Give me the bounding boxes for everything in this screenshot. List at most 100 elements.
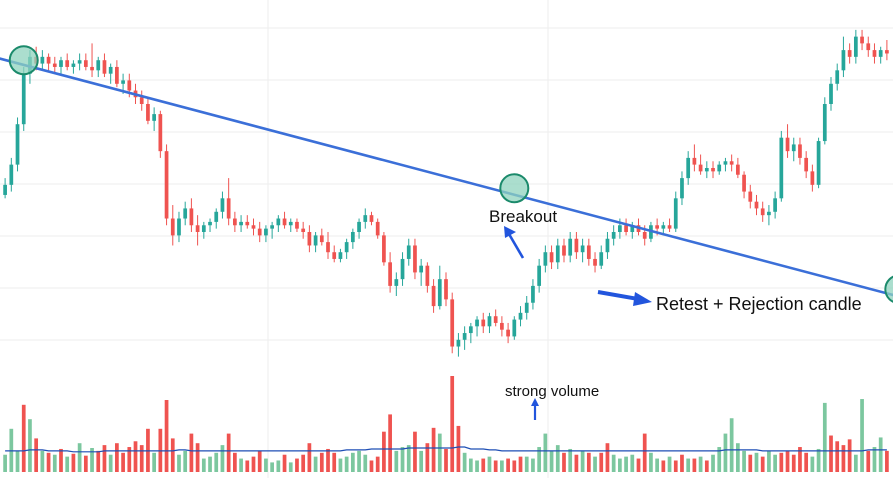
volume-bar bbox=[537, 447, 542, 472]
volume-bars bbox=[3, 376, 889, 472]
volume-bar bbox=[406, 445, 411, 472]
candle-body bbox=[425, 265, 430, 286]
candle-body bbox=[630, 225, 635, 232]
candle-body bbox=[468, 326, 473, 334]
candle-body bbox=[3, 184, 7, 195]
volume-bar bbox=[102, 445, 107, 472]
candle-body bbox=[866, 43, 871, 51]
touch-point-circle bbox=[8, 45, 39, 76]
volume-bar bbox=[425, 443, 430, 472]
candle-body bbox=[121, 80, 125, 84]
candle-body bbox=[692, 157, 697, 165]
candle-body bbox=[431, 285, 436, 307]
candle-body bbox=[593, 258, 597, 266]
retest-label: Retest + Rejection candle bbox=[656, 294, 862, 314]
volume-bar bbox=[760, 456, 765, 472]
volume-bar bbox=[773, 454, 777, 472]
volume-bar bbox=[226, 433, 231, 472]
volume-bar bbox=[562, 452, 566, 472]
candle-body bbox=[201, 225, 206, 232]
volume-bar bbox=[611, 454, 616, 472]
candle-body bbox=[363, 215, 368, 222]
candle-body bbox=[450, 299, 455, 347]
volume-arrow-head bbox=[531, 398, 539, 406]
candle-body bbox=[382, 235, 386, 263]
price-candles bbox=[3, 29, 889, 357]
candle-body bbox=[83, 60, 88, 67]
candle-body bbox=[9, 164, 14, 185]
volume-bar bbox=[264, 458, 268, 472]
candle-body bbox=[618, 225, 622, 232]
candle-body bbox=[686, 157, 691, 179]
volume-bar bbox=[245, 460, 250, 472]
candle-body bbox=[878, 50, 883, 57]
candle-body bbox=[146, 104, 150, 121]
candle-body bbox=[214, 211, 219, 222]
candle-body bbox=[667, 225, 672, 229]
candle-body bbox=[344, 242, 349, 253]
candle-body bbox=[164, 151, 169, 219]
candle-body bbox=[704, 168, 709, 172]
candle-body bbox=[288, 221, 293, 226]
candle-body bbox=[96, 60, 101, 71]
volume-bar bbox=[288, 462, 293, 472]
candle-body bbox=[319, 235, 324, 243]
candle-body bbox=[208, 221, 212, 226]
volume-bar bbox=[586, 452, 591, 472]
candle-body bbox=[822, 104, 827, 142]
volume-bar bbox=[90, 448, 94, 472]
candle-body bbox=[847, 50, 852, 57]
candle-body bbox=[524, 302, 529, 313]
volume-bar bbox=[500, 460, 504, 472]
candle-body bbox=[413, 245, 417, 273]
candle-body bbox=[723, 161, 728, 165]
volume-bar bbox=[810, 456, 815, 472]
volume-bar bbox=[183, 450, 188, 472]
candle-body bbox=[698, 164, 703, 172]
candle-body bbox=[729, 161, 734, 165]
volume-bar bbox=[301, 454, 306, 472]
candle-body bbox=[239, 221, 243, 226]
candle-body bbox=[127, 80, 132, 91]
volume-bar bbox=[431, 427, 436, 472]
volume-bar bbox=[121, 452, 125, 472]
volume-bar bbox=[15, 450, 20, 472]
candle-body bbox=[791, 144, 796, 152]
volume-bar bbox=[618, 458, 622, 472]
candle-body bbox=[853, 36, 858, 57]
volume-bar bbox=[419, 450, 424, 472]
candle-body bbox=[475, 319, 479, 327]
retest-arrow-head bbox=[633, 292, 652, 306]
candle-body bbox=[437, 279, 442, 307]
volume-bar bbox=[767, 450, 771, 472]
volume-bar bbox=[686, 458, 691, 472]
volume-bar bbox=[574, 454, 579, 472]
volume-bar bbox=[282, 454, 287, 472]
candle-body bbox=[406, 245, 411, 259]
candle-body bbox=[226, 198, 231, 219]
candle-body bbox=[282, 218, 287, 226]
candle-body bbox=[655, 225, 659, 229]
touch-point-circle bbox=[884, 275, 893, 303]
volume-bar bbox=[748, 454, 753, 472]
volume-bar bbox=[680, 454, 684, 472]
candle-body bbox=[462, 333, 467, 340]
volume-bar bbox=[52, 454, 57, 472]
volume-bar bbox=[332, 452, 337, 472]
volume-bar bbox=[270, 462, 274, 472]
volume-bar bbox=[878, 437, 883, 472]
candle-body bbox=[642, 232, 647, 239]
volume-bar bbox=[96, 450, 101, 472]
candle-body bbox=[326, 242, 330, 253]
volume-bar bbox=[413, 431, 417, 472]
volume-bar bbox=[847, 439, 852, 472]
candle-body bbox=[456, 339, 461, 347]
candle-body bbox=[388, 262, 392, 286]
candle-body bbox=[624, 225, 628, 232]
candle-body bbox=[375, 221, 380, 236]
volume-bar bbox=[319, 452, 324, 472]
volume-bar bbox=[779, 452, 784, 472]
candle-body bbox=[307, 232, 312, 246]
volume-bar bbox=[220, 445, 225, 472]
candle-body bbox=[233, 218, 237, 226]
